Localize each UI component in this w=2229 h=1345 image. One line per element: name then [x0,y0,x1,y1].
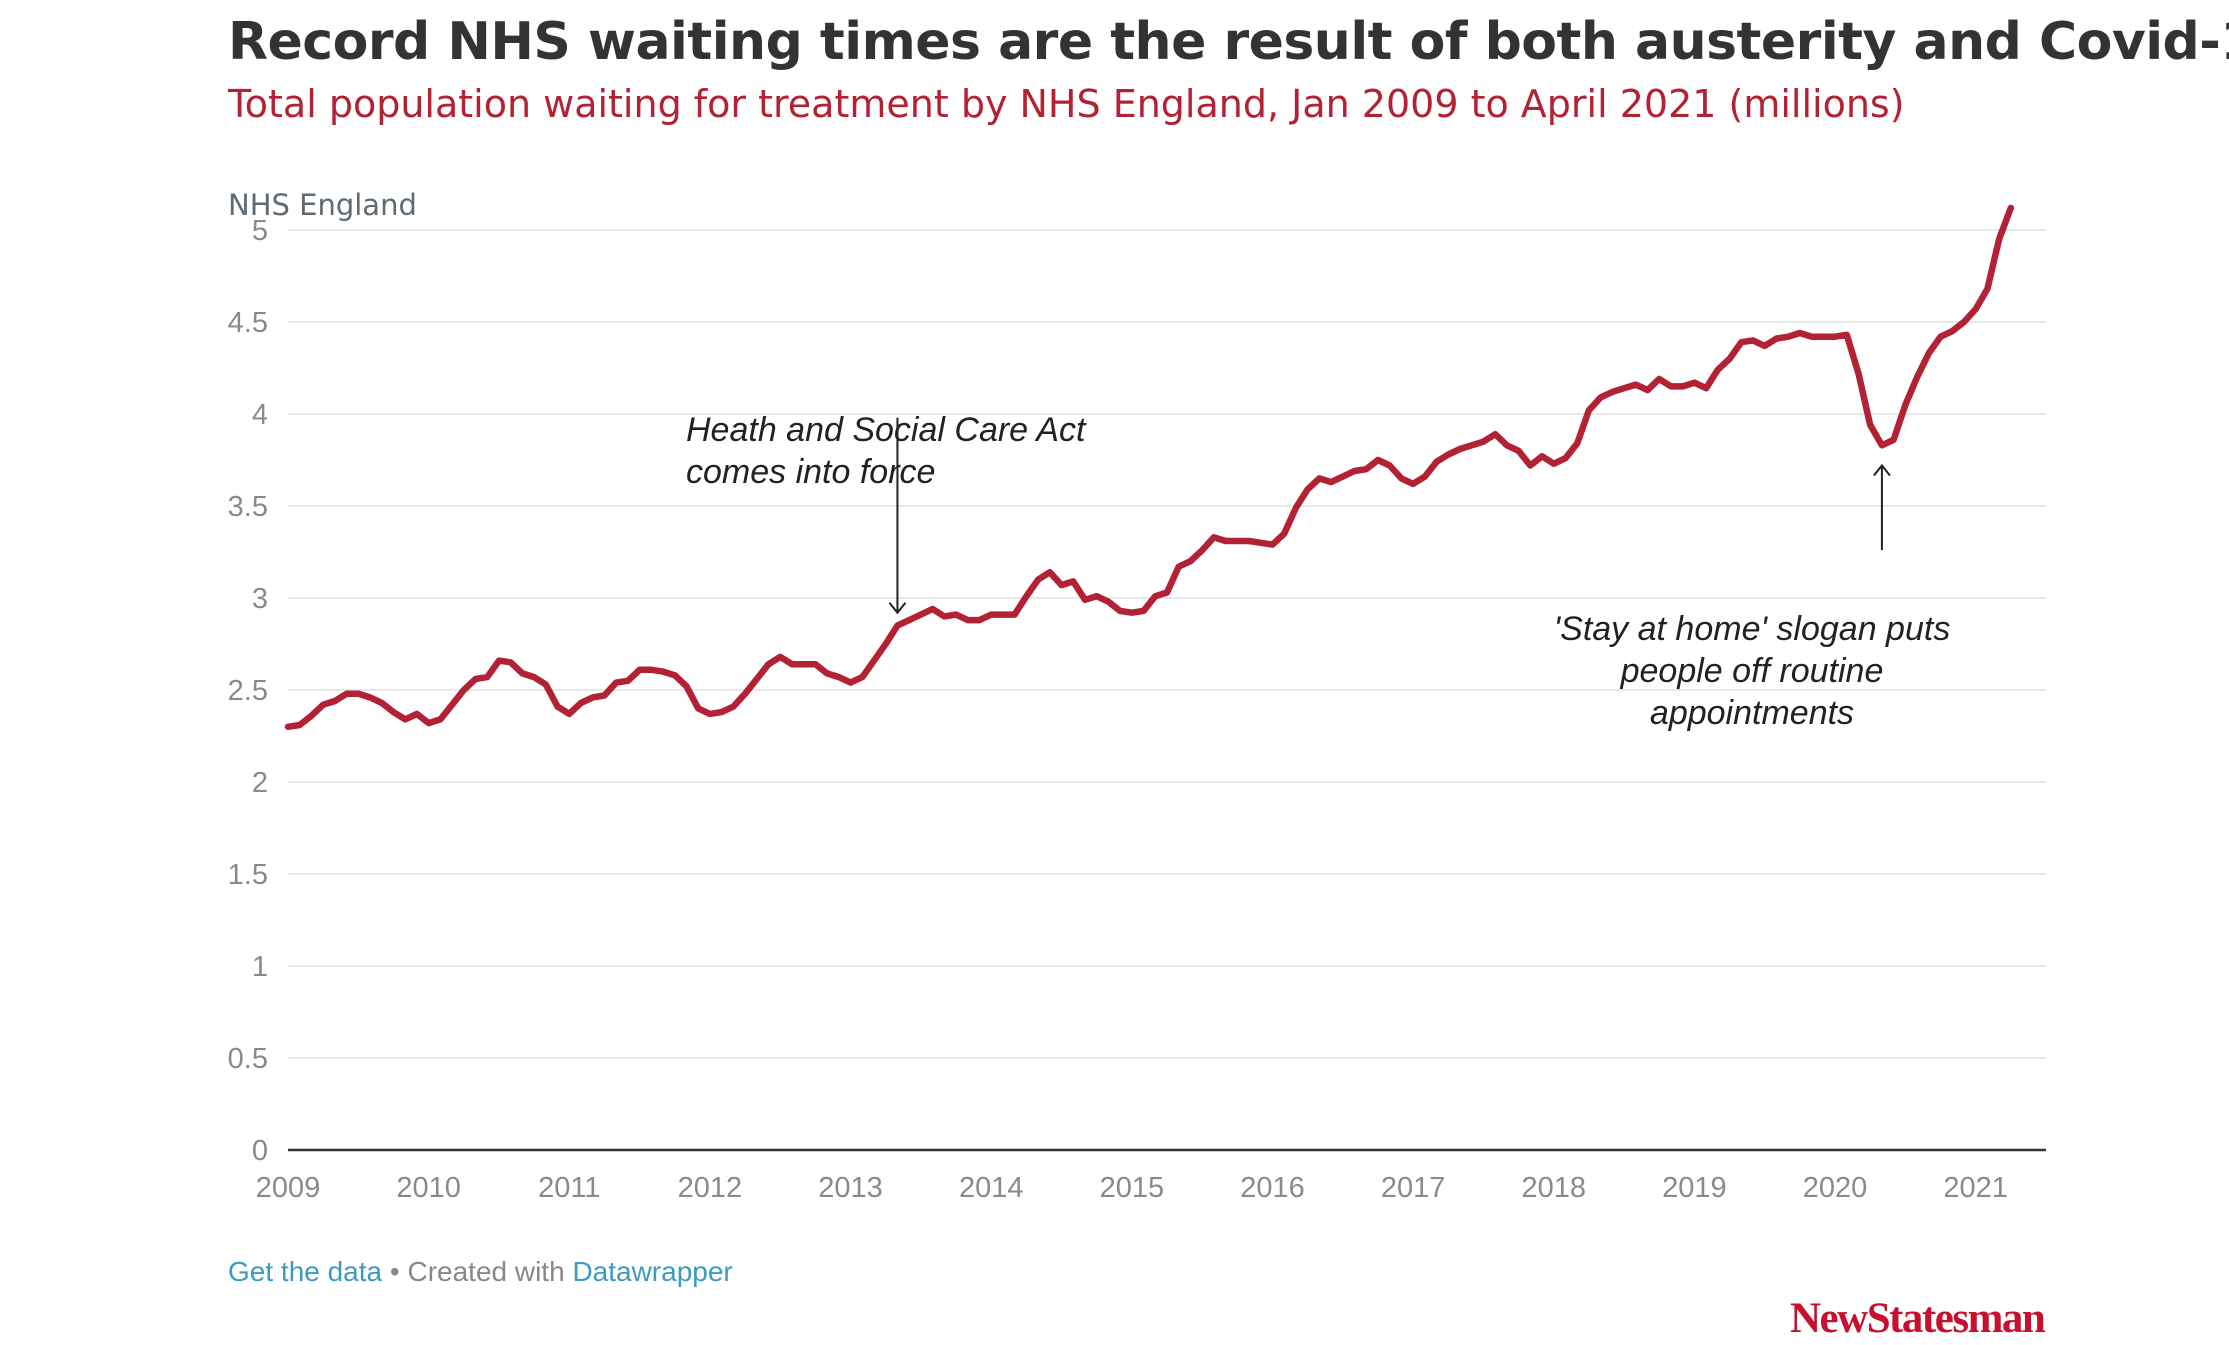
y-tick-label: 0.5 [228,1043,268,1075]
y-tick-label: 5 [252,215,268,247]
chart-subtitle: Total population waiting for treatment b… [228,82,1905,126]
y-tick-label: 0 [252,1135,268,1167]
annotation-text: appointments [1650,694,1854,732]
x-tick-label: 2020 [1803,1172,1868,1204]
annotation-arrowhead [1873,463,1891,477]
y-tick-label: 3 [252,583,268,615]
annotation-text: Heath and Social Care Act [686,411,1087,449]
x-tick-label: 2017 [1381,1172,1446,1204]
annotation-text: comes into force [686,453,935,491]
get-the-data-link[interactable]: Get the data [228,1256,383,1287]
x-tick-label: 2015 [1100,1172,1165,1204]
x-tick-label: 2021 [1943,1172,2008,1204]
x-tick-label: 2019 [1662,1172,1727,1204]
new-statesman-logo: NewStatesman [1790,1295,2046,1342]
y-tick-label: 4 [252,399,268,431]
y-tick-label: 1.5 [228,859,268,891]
x-tick-label: 2010 [396,1172,461,1204]
y-tick-label: 1 [252,951,268,983]
y-tick-label: 2 [252,767,268,799]
x-tick-label: 2009 [256,1172,321,1204]
chart-footer: Get the data • Created with Datawrapper [228,1256,733,1288]
annotation-arrowhead [888,602,907,615]
annotation-text: people off routine [1620,652,1884,690]
annotation-text: 'Stay at home' slogan puts [1554,610,1951,648]
x-tick-label: 2018 [1522,1172,1587,1204]
x-tick-label: 2016 [1240,1172,1305,1204]
x-tick-label: 2012 [678,1172,743,1204]
panel-label: NHS England [228,188,417,222]
x-tick-label: 2013 [818,1172,883,1204]
x-tick-label: 2014 [959,1172,1024,1204]
footer-separator: • Created with [382,1256,573,1287]
x-tick-label: 2011 [538,1172,600,1204]
y-tick-label: 4.5 [228,307,268,339]
series-line [284,204,2015,731]
y-tick-label: 2.5 [228,675,268,707]
datawrapper-link[interactable]: Datawrapper [572,1256,733,1287]
chart-title: Record NHS waiting times are the result … [228,12,2229,72]
y-tick-label: 3.5 [228,491,268,523]
